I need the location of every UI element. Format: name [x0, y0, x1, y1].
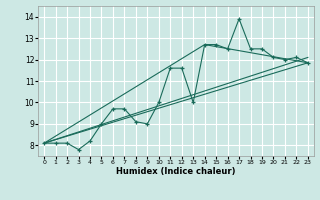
- X-axis label: Humidex (Indice chaleur): Humidex (Indice chaleur): [116, 167, 236, 176]
